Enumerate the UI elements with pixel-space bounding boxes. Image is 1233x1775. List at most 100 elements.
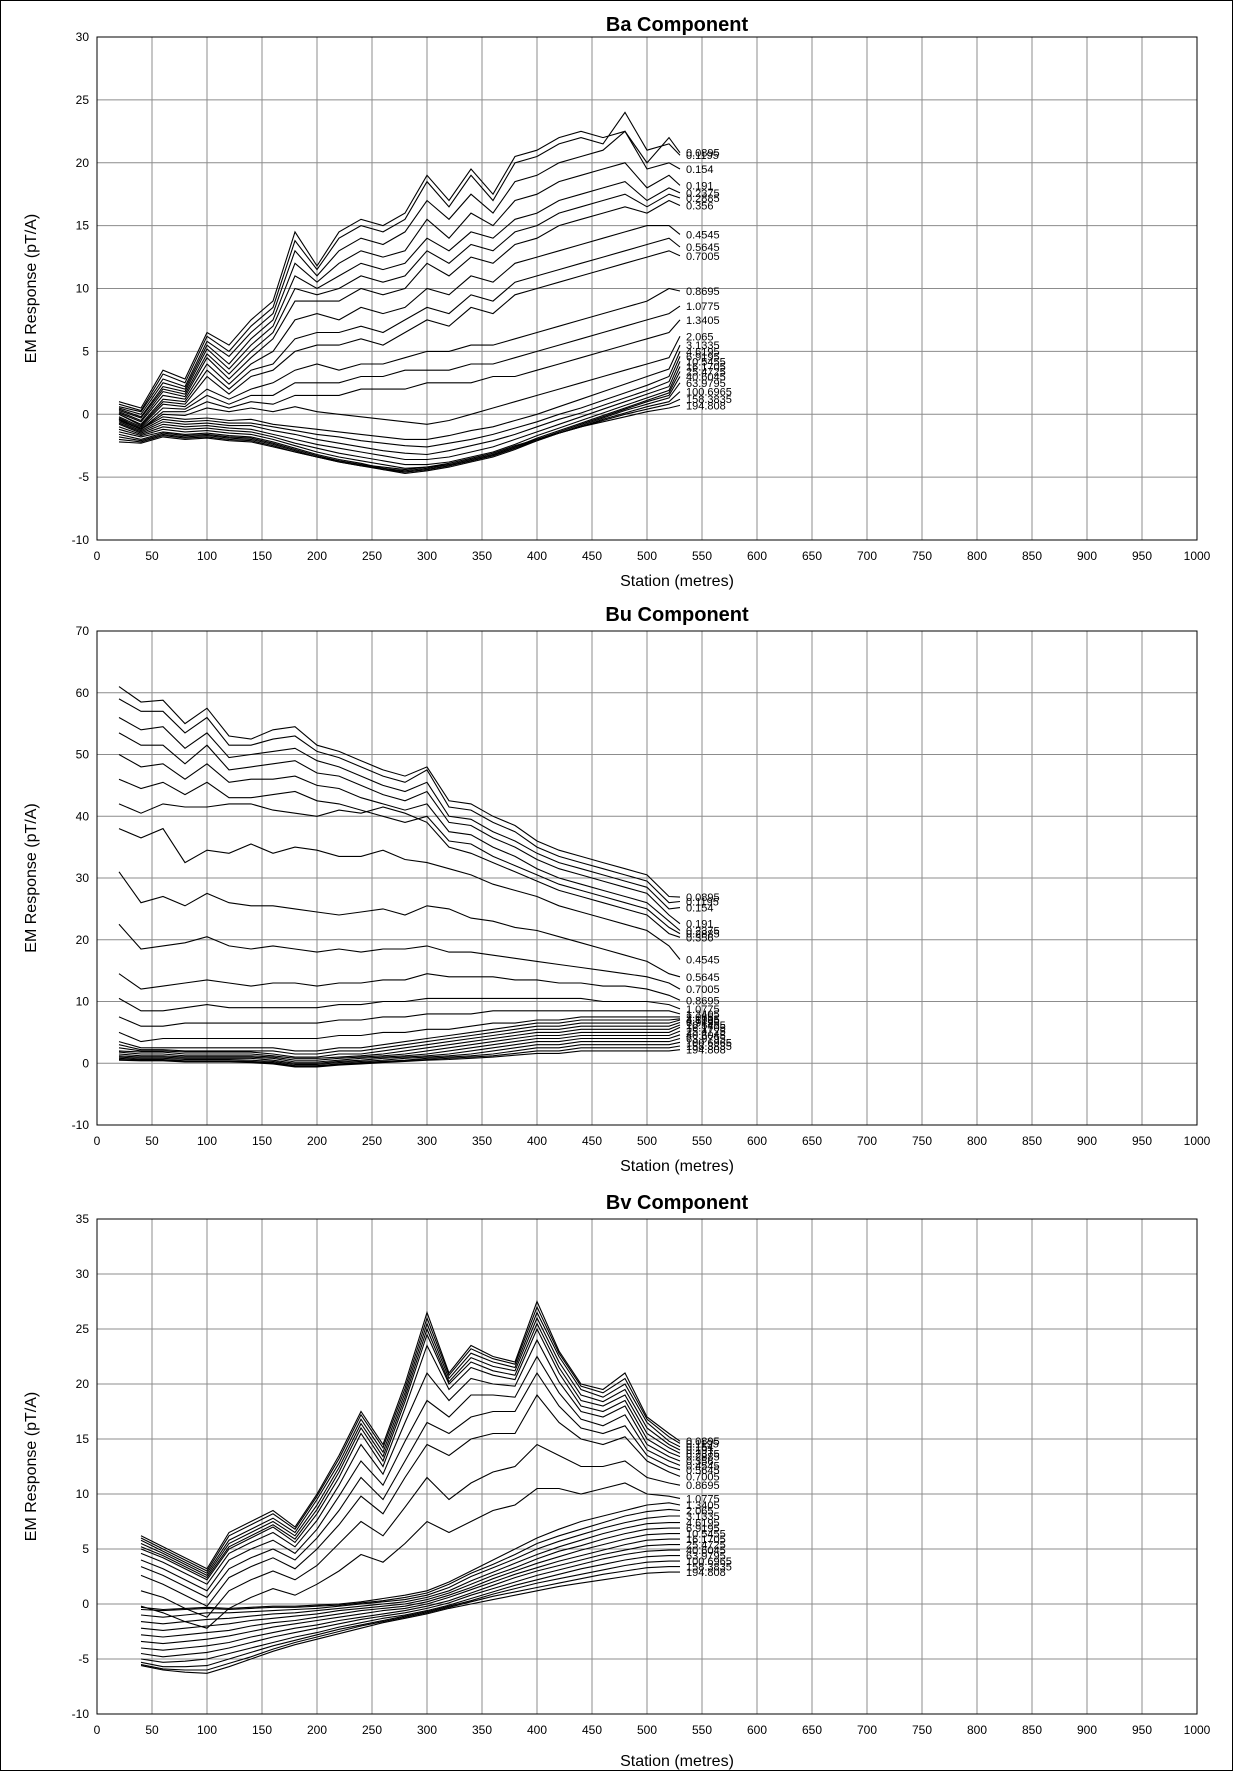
chart-3-y-tick-label-8: 30 <box>76 1267 90 1281</box>
chart-1-x-tick-label-8: 400 <box>527 549 547 563</box>
chart-3-series-label-21: 63.9795 <box>686 1551 726 1563</box>
chart-1-x-tick-label-0: 0 <box>94 549 101 563</box>
chart-3-series-label-22: 100.6965 <box>686 1556 732 1568</box>
chart-3-x-tick-label-10: 500 <box>637 1723 657 1737</box>
chart-1-series-line-10 <box>118 287 681 428</box>
chart-2-series-label-22: 100.6965 <box>686 1037 732 1049</box>
chart-2-y-axis-title: EM Response (pT/A) <box>23 803 40 952</box>
chart-3-series-line-4 <box>140 1322 681 1579</box>
chart-3-y-tick-label-9: 35 <box>76 1212 90 1226</box>
chart-1-series-label-16: 6.9195 <box>686 351 720 363</box>
chart-3-series-label-14: 3.1335 <box>686 1511 720 1523</box>
chart-3-series-line-19 <box>140 1544 680 1651</box>
chart-3-series-line-8 <box>140 1371 681 1599</box>
chart-1-x-tick-label-20: 1000 <box>1184 549 1211 563</box>
chart-2-plot-frame <box>96 630 1198 1126</box>
chart-1-series-line-6 <box>118 199 681 422</box>
chart-1-x-tick-label-18: 900 <box>1077 549 1097 563</box>
chart-3-x-tick-label-19: 950 <box>1132 1723 1152 1737</box>
chart-3-series-label-15: 4.6195 <box>686 1518 720 1530</box>
chart-3-series-line-13 <box>140 1508 681 1612</box>
chart-1-series-line-13 <box>118 336 681 430</box>
chart-1-series-label-17: 10.5455 <box>686 356 726 368</box>
chart-1-series-label-23: 158.3835 <box>686 394 732 406</box>
chart-2-series-line-15 <box>118 1019 681 1055</box>
chart-3-series-line-16 <box>140 1527 680 1631</box>
chart-3-y-tick-label-5: 15 <box>76 1432 90 1446</box>
chart-3-x-tick-label-5: 250 <box>362 1723 382 1737</box>
chart-1-x-tick-label-16: 800 <box>967 549 987 563</box>
chart-1-x-tick-label-19: 950 <box>1132 549 1152 563</box>
chart-1-series-label-24: 194.808 <box>686 400 726 412</box>
chart-3-series-label-5: 0.2885 <box>686 1452 720 1464</box>
chart-2-x-tick-label-18: 900 <box>1077 1134 1097 1148</box>
chart-2-x-tick-label-4: 200 <box>307 1134 327 1148</box>
chart-1-x-tick-label-7: 350 <box>472 549 492 563</box>
chart-2-series-line-1 <box>118 698 681 904</box>
chart-1-x-tick-label-12: 600 <box>747 549 767 563</box>
chart-2-series-label-18: 16.1705 <box>686 1022 726 1034</box>
chart-3-series-line-12 <box>140 1502 681 1611</box>
chart-3-y-tick-label-2: 0 <box>82 1597 89 1611</box>
chart-3-series-line-17 <box>140 1533 680 1638</box>
chart-2-series-label-14: 3.1335 <box>686 1014 720 1026</box>
chart-1-x-tick-label-6: 300 <box>417 549 437 563</box>
chart-3-series-label-17: 10.5455 <box>686 1529 726 1541</box>
chart-1-x-tick-label-3: 150 <box>252 549 272 563</box>
chart-1-y-tick-label-7: 25 <box>76 93 90 107</box>
chart-2-series-label-20: 40.6045 <box>686 1030 726 1042</box>
chart-3-series-line-2 <box>140 1311 681 1574</box>
chart-2-x-axis-title: Station (metres) <box>620 1158 734 1175</box>
chart-2-x-tick-label-11: 550 <box>692 1134 712 1148</box>
chart-1-series-line-17 <box>118 361 681 461</box>
chart-2-series-label-3: 0.191 <box>686 919 714 931</box>
chart-2-y-tick-label-6: 50 <box>76 748 90 762</box>
chart-3-series-label-18: 16.1705 <box>686 1534 726 1546</box>
chart-2-x-tick-label-7: 350 <box>472 1134 492 1148</box>
chart-3-plot-frame <box>96 1218 1198 1715</box>
chart-1-x-tick-label-13: 650 <box>802 549 822 563</box>
chart-1-series-label-11: 1.0775 <box>686 301 720 313</box>
chart-3-series-label-10: 0.8695 <box>686 1480 720 1492</box>
chart-1-y-tick-label-4: 10 <box>76 282 90 296</box>
chart-3-x-tick-label-0: 0 <box>94 1723 101 1737</box>
chart-3-x-axis-title: Station (metres) <box>620 1753 734 1770</box>
chart-2-series-label-12: 1.3405 <box>686 1009 720 1021</box>
chart-3-series-label-23: 158.3835 <box>686 1562 732 1574</box>
chart-1-series-label-7: 0.4545 <box>686 229 720 241</box>
chart-2-x-tick-label-9: 450 <box>582 1134 602 1148</box>
chart-2-x-tick-label-19: 950 <box>1132 1134 1152 1148</box>
chart-2-y-tick-label-8: 70 <box>76 624 90 638</box>
chart-2-series-label-16: 6.9195 <box>686 1017 720 1029</box>
chart-1-y-tick-label-6: 20 <box>76 156 90 170</box>
chart-1-series-line-1 <box>118 111 681 412</box>
chart-3-x-tick-label-9: 450 <box>582 1723 602 1737</box>
chart-3-series-label-7: 0.4545 <box>686 1460 720 1472</box>
chart-2-series-line-24 <box>118 1049 681 1068</box>
chart-2-series-label-19: 25.4725 <box>686 1026 726 1038</box>
chart-2-series-line-12 <box>118 1010 681 1027</box>
chart-2-series-line-22 <box>118 1041 681 1067</box>
chart-3-series-label-16: 6.9195 <box>686 1523 720 1535</box>
chart-1-series-line-2 <box>118 130 681 413</box>
chart-1-series-line-9 <box>118 250 681 427</box>
chart-2-y-tick-label-0: -10 <box>72 1118 90 1132</box>
chart-2-series-label-13: 2.065 <box>686 1012 714 1024</box>
chart-1-y-axis-title: EM Response (pT/A) <box>23 214 40 363</box>
chart-1-x-tick-label-9: 450 <box>582 549 602 563</box>
chart-3-series-line-23 <box>140 1566 680 1671</box>
chart-3-series-label-12: 1.3405 <box>686 1500 720 1512</box>
chart-2-x-tick-label-16: 800 <box>967 1134 987 1148</box>
chart-1-series-line-16 <box>118 356 681 456</box>
chart-1-plot-frame <box>96 36 1198 541</box>
chart-2-series-label-7: 0.4545 <box>686 955 720 967</box>
chart-3-y-axis-title: EM Response (pT/A) <box>23 1392 40 1541</box>
chart-1-series-label-15: 4.6195 <box>686 346 720 358</box>
chart-3-x-tick-label-4: 200 <box>307 1723 327 1737</box>
chart-1-series-label-22: 100.6965 <box>686 387 732 399</box>
chart-2-series-line-17 <box>118 1024 681 1059</box>
chart-3-series-line-11 <box>140 1482 681 1629</box>
chart-3-series-label-0: 0.0895 <box>686 1436 720 1448</box>
chart-3-title: Bv Component <box>606 1192 749 1214</box>
chart-2-title: Bu Component <box>605 604 749 626</box>
